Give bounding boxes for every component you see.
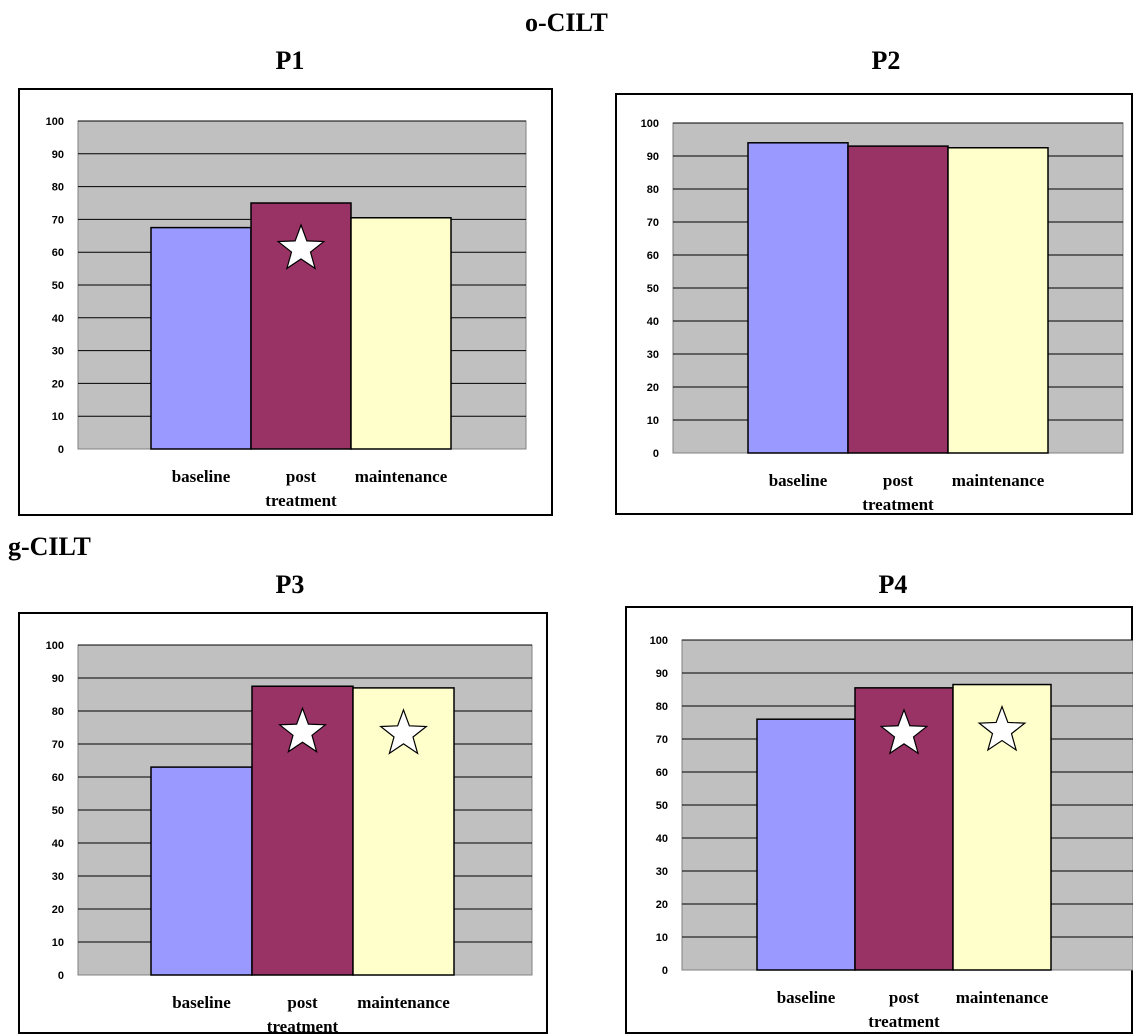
- bar-post: [847, 145, 949, 454]
- y-tick-label: 20: [647, 382, 659, 394]
- y-tick-label: 70: [656, 734, 668, 746]
- panel-title-p3: P3: [275, 570, 305, 599]
- significance-star-icon: [276, 223, 326, 270]
- significance-star-icon: [977, 704, 1027, 752]
- y-tick-label: 90: [656, 668, 668, 680]
- y-tick-label: 40: [656, 833, 668, 845]
- y-tick-label: 90: [52, 673, 64, 685]
- y-tick-label: 100: [46, 116, 64, 128]
- x-category-label: post: [286, 467, 317, 486]
- chart-p4: 0 10 20 30 40 50 60 70 80 90 100 baseline post treatm…: [625, 606, 1133, 1034]
- y-tick-label: 100: [650, 635, 668, 647]
- x-category-label: treatment: [267, 1017, 339, 1034]
- x-category-label: maintenance: [952, 471, 1045, 490]
- bar-baseline: [150, 226, 252, 450]
- y-tick-label: 90: [647, 151, 659, 163]
- y-tick-label: 20: [52, 904, 64, 916]
- y-tick-label: 60: [647, 250, 659, 262]
- x-category-label: baseline: [172, 993, 231, 1012]
- bar-post: [250, 202, 352, 450]
- group-title-o-cilt: o-CILT: [525, 8, 608, 37]
- x-category-label: baseline: [172, 467, 231, 486]
- x-category-label: baseline: [769, 471, 828, 490]
- y-tick-label: 60: [52, 772, 64, 784]
- y-tick-label: 70: [647, 217, 659, 229]
- y-tick-label: 100: [641, 118, 659, 130]
- y-tick-label: 80: [52, 706, 64, 718]
- panel-title-p4: P4: [878, 570, 908, 599]
- y-tick-label: 80: [647, 184, 659, 196]
- x-category-label: treatment: [868, 1012, 940, 1031]
- y-tick-label: 30: [52, 871, 64, 883]
- x-category-label: baseline: [777, 988, 836, 1007]
- x-category-label: treatment: [265, 491, 337, 510]
- y-tick-label: 50: [647, 283, 659, 295]
- bar-baseline: [747, 142, 849, 454]
- significance-star-icon: [379, 708, 428, 755]
- y-tick-label: 30: [52, 346, 64, 358]
- y-tick-label: 20: [656, 899, 668, 911]
- significance-star-icon: [278, 706, 327, 754]
- x-category-label: post: [883, 471, 914, 490]
- panel-title-p2: P2: [871, 46, 901, 75]
- y-tick-label: 20: [52, 378, 64, 390]
- x-category-label: maintenance: [355, 467, 448, 486]
- chart-p3: 0 10 20 30 40 50 60 70 80 90 100 baseline post treatm…: [18, 612, 548, 1034]
- x-category-label: post: [889, 988, 920, 1007]
- y-tick-label: 0: [653, 448, 659, 460]
- y-tick-label: 60: [656, 767, 668, 779]
- x-category-label: treatment: [862, 495, 934, 514]
- y-tick-label: 60: [52, 247, 64, 259]
- y-tick-label: 30: [647, 349, 659, 361]
- group-title-g-cilt: g-CILT: [8, 532, 91, 561]
- y-tick-label: 0: [662, 965, 668, 977]
- y-tick-label: 0: [58, 970, 64, 982]
- panel-title-p1: P1: [275, 46, 305, 75]
- bar-baseline: [756, 718, 856, 971]
- y-tick-label: 40: [52, 838, 64, 850]
- chart-p1: 0 10 20 30 40 50 60 70 80 90 100 baseline post treatm…: [18, 88, 553, 516]
- chart-p2: 0 10 20 30 40 50 60 70 80 90 100 baseline post treatm…: [615, 93, 1133, 515]
- bar-maintenance: [947, 147, 1049, 454]
- y-tick-label: 0: [58, 444, 64, 456]
- significance-star-icon: [879, 708, 929, 755]
- y-tick-label: 50: [52, 805, 64, 817]
- y-tick-label: 10: [52, 411, 64, 423]
- y-tick-label: 70: [52, 214, 64, 226]
- y-tick-label: 40: [52, 313, 64, 325]
- y-tick-label: 10: [52, 937, 64, 949]
- bar-maintenance: [350, 217, 452, 450]
- y-tick-label: 50: [52, 280, 64, 292]
- y-tick-label: 50: [656, 800, 668, 812]
- y-tick-label: 30: [656, 866, 668, 878]
- y-tick-label: 90: [52, 149, 64, 161]
- y-tick-label: 70: [52, 739, 64, 751]
- y-tick-label: 80: [656, 701, 668, 713]
- y-tick-label: 40: [647, 316, 659, 328]
- y-tick-label: 80: [52, 182, 64, 194]
- bar-baseline: [150, 766, 253, 976]
- x-category-label: post: [287, 993, 318, 1012]
- y-tick-label: 10: [647, 415, 659, 427]
- y-tick-label: 10: [656, 932, 668, 944]
- x-category-label: maintenance: [357, 993, 450, 1012]
- y-tick-label: 100: [46, 640, 64, 652]
- x-category-label: maintenance: [956, 988, 1049, 1007]
